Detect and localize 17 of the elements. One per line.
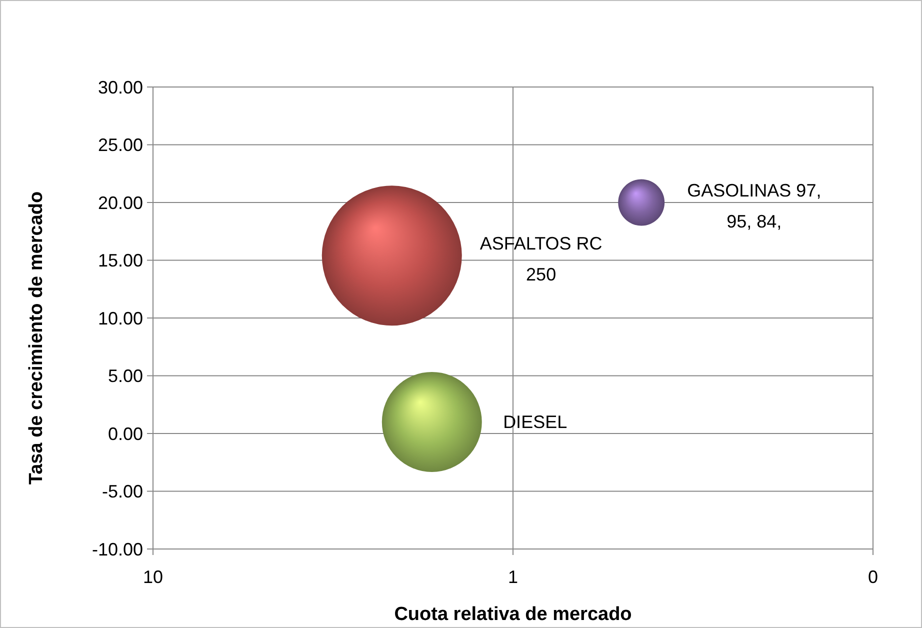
- series-label: ASFALTOS RC 250: [480, 234, 602, 285]
- y-tick-label: 15.00: [98, 250, 143, 271]
- series-label: GASOLINAS 97, 95, 84,: [687, 180, 822, 232]
- y-axis-title: Tasa de crecimiento de mercado: [26, 191, 47, 485]
- y-tick-label: 30.00: [98, 77, 143, 98]
- y-tick-label: -10.00: [92, 539, 143, 560]
- y-tick-label: 20.00: [98, 192, 143, 213]
- x-axis-title: Cuota relativa de mercado: [394, 604, 632, 625]
- y-tick-label: 0.00: [108, 424, 143, 444]
- y-tick-label: 25.00: [98, 135, 143, 156]
- y-tick-label: 5.00: [108, 366, 143, 386]
- series-label: DIESEL: [503, 412, 568, 432]
- x-tick-label: 0: [868, 567, 878, 587]
- y-tick-label: 10.00: [98, 308, 143, 328]
- x-tick-label: 10: [142, 567, 164, 587]
- y-tick-label: -5.00: [102, 482, 143, 502]
- x-tick-label: 1: [508, 567, 518, 587]
